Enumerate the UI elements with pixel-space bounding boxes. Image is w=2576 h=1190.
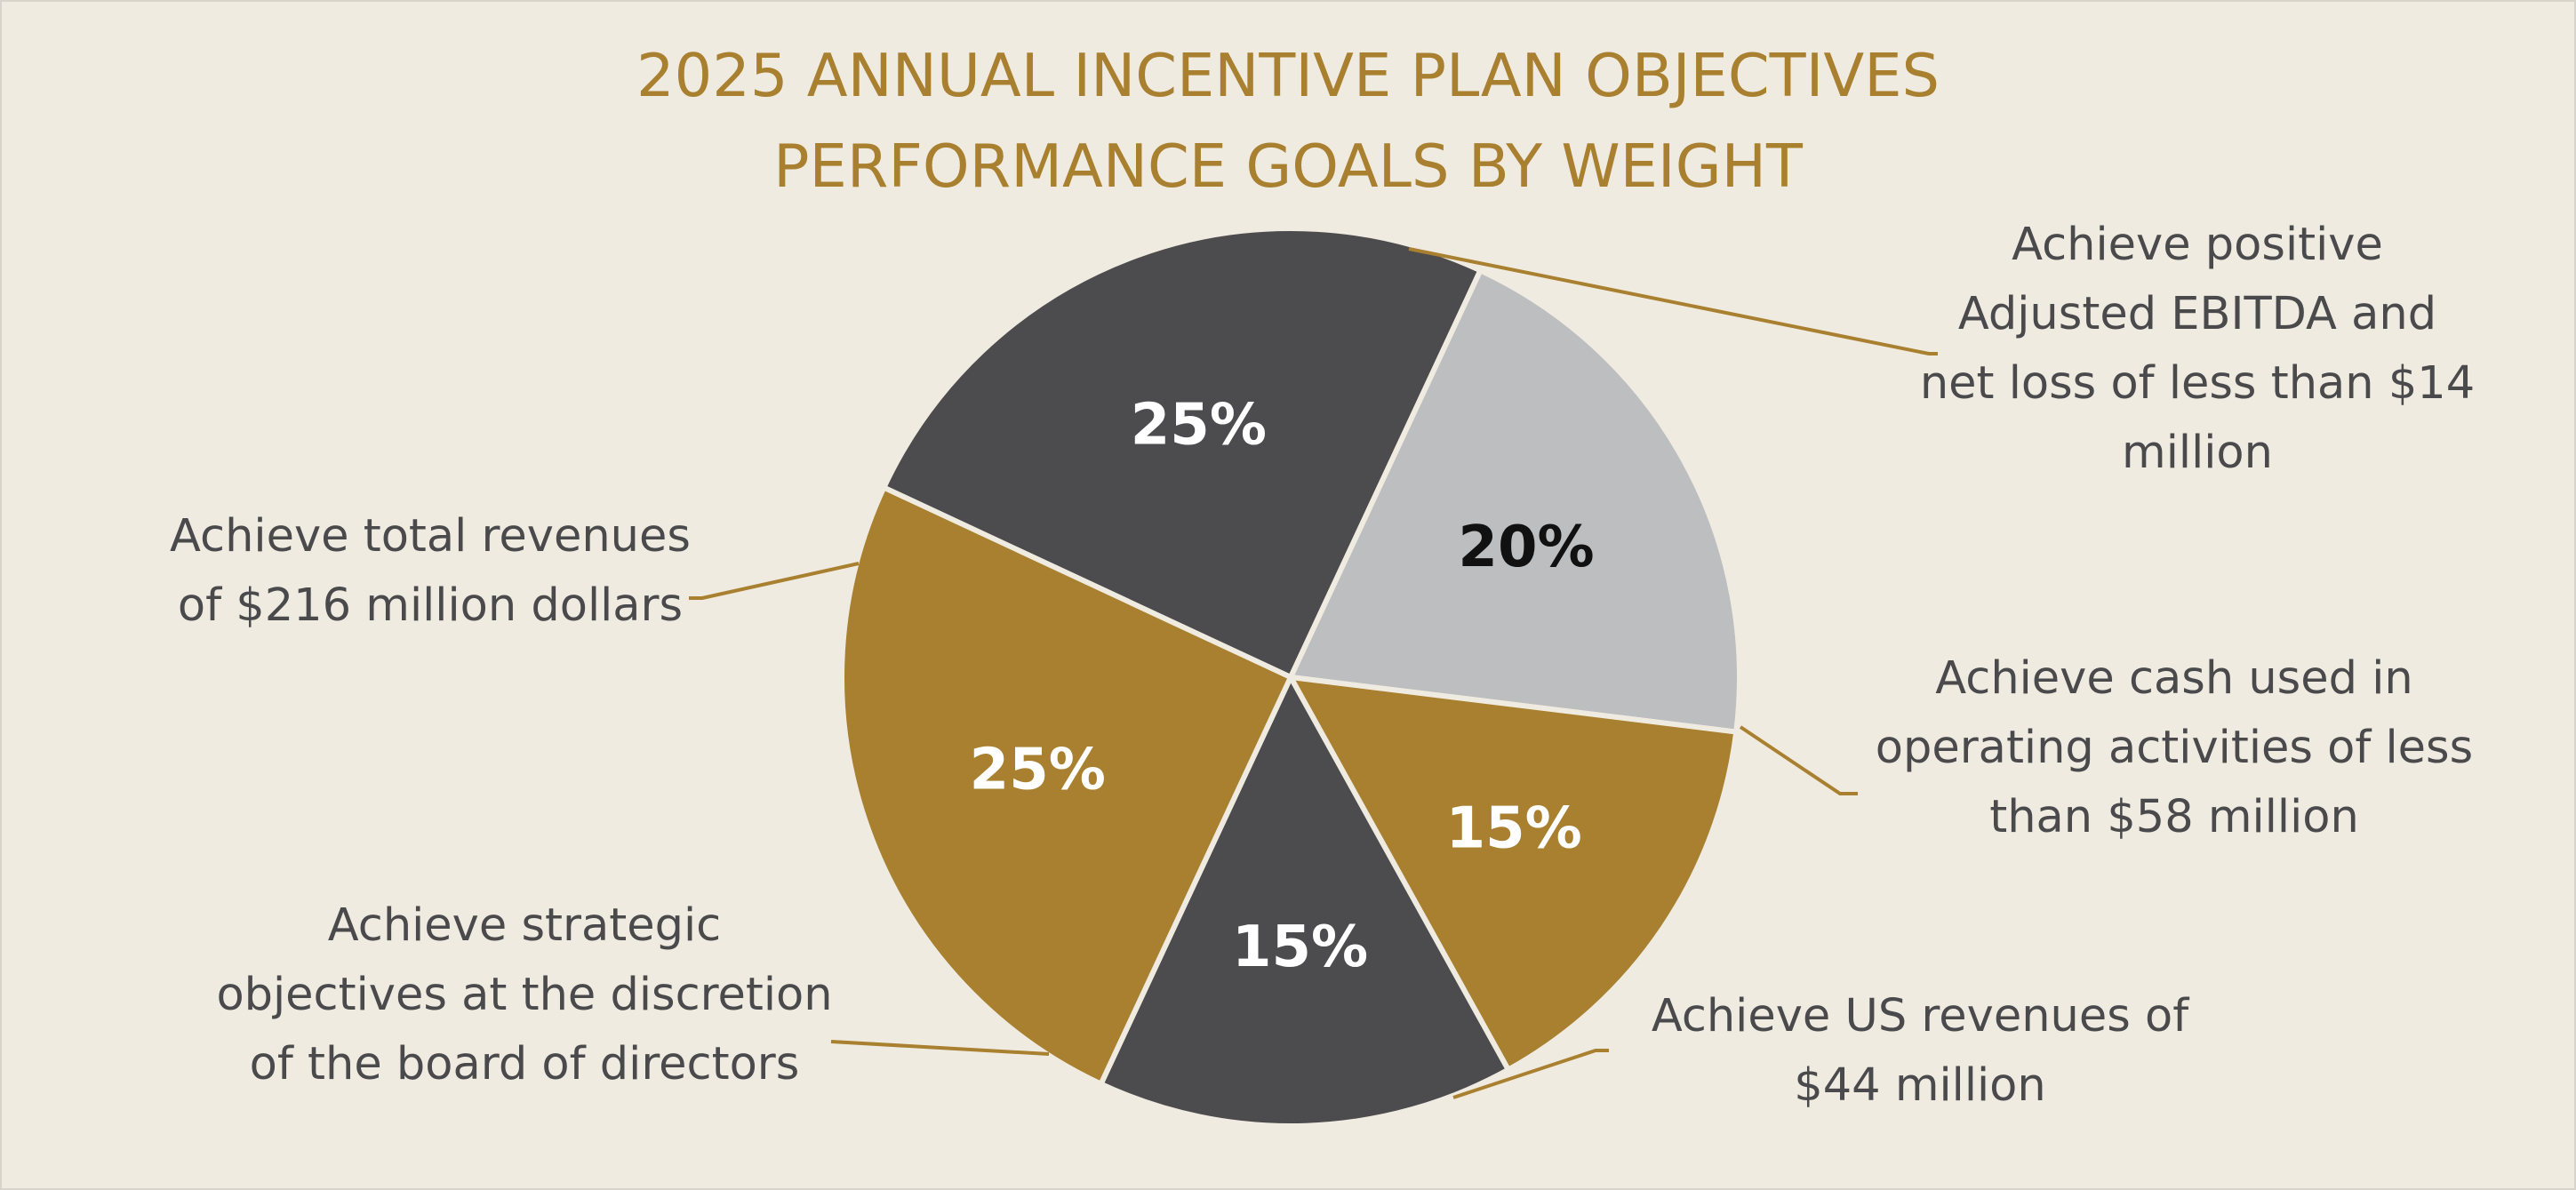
slice-value-labels: 25% 20% 15% 15% 25% [970, 392, 1595, 980]
pie-slice-2 [1288, 268, 1742, 735]
category-label-line: Achieve total revenues [170, 510, 691, 563]
category-label-3: Achieve US revenues of $44 million [1652, 990, 2189, 1112]
pie-slice-4 [1098, 675, 1511, 1129]
chart-title-line-2: PERFORMANCE GOALS BY WEIGHT [773, 132, 1804, 201]
category-label-line: of the board of directors [250, 1038, 800, 1090]
leader-lines [689, 247, 1938, 1099]
category-label-1: Achieve positive Adjusted EBITDA and net l… [1920, 219, 2475, 479]
slice-value-label-3: 15% [1446, 795, 1582, 861]
category-label-line: Achieve positive [2012, 219, 2383, 271]
category-label-4: Achieve strategic objectives at the discr… [216, 899, 832, 1090]
category-label-line: operating activities of less [1876, 722, 2473, 774]
slice-value-label-4: 15% [1232, 914, 1368, 980]
category-label-line: net loss of less than $14 [1920, 357, 2475, 410]
slice-value-label-1: 25% [1131, 392, 1267, 458]
leader-line-5 [689, 562, 860, 600]
category-label-line: Achieve cash used in [1935, 652, 2412, 705]
pie-slice-3 [1288, 675, 1740, 1073]
category-label-line: of $216 million dollars [178, 579, 683, 632]
leader-line-1 [1408, 247, 1938, 355]
leader-line-4 [830, 1040, 1050, 1056]
category-label-2: Achieve cash used in operating activities… [1876, 652, 2473, 843]
slice-value-label-2: 20% [1458, 515, 1594, 580]
pie-slice-1 [881, 226, 1484, 680]
category-labels: Achieve positive Adjusted EBITDA and net l… [170, 219, 2475, 1112]
chart-title-line-1: 2025 ANNUAL INCENTIVE PLAN OBJECTIVES [636, 41, 1940, 110]
category-label-line: $44 million [1794, 1059, 2045, 1112]
category-label-line: million [2122, 427, 2273, 479]
chart-title: 2025 ANNUAL INCENTIVE PLAN OBJECTIVES PE… [636, 41, 1940, 201]
category-label-line: objectives at the discretion [216, 969, 832, 1021]
leader-line-3 [1452, 1049, 1609, 1099]
category-label-line: Achieve strategic [328, 899, 721, 952]
pie-slices [839, 226, 1742, 1129]
category-label-line: Achieve US revenues of [1652, 990, 2189, 1042]
slice-value-label-5: 25% [970, 738, 1106, 803]
category-label-line: than $58 million [1989, 791, 2359, 843]
leader-line-2 [1739, 725, 1858, 795]
pie-slice-5 [839, 484, 1293, 1087]
category-label-line: Adjusted EBITDA and [1958, 288, 2436, 340]
category-label-5: Achieve total revenues of $216 million do… [170, 510, 691, 632]
